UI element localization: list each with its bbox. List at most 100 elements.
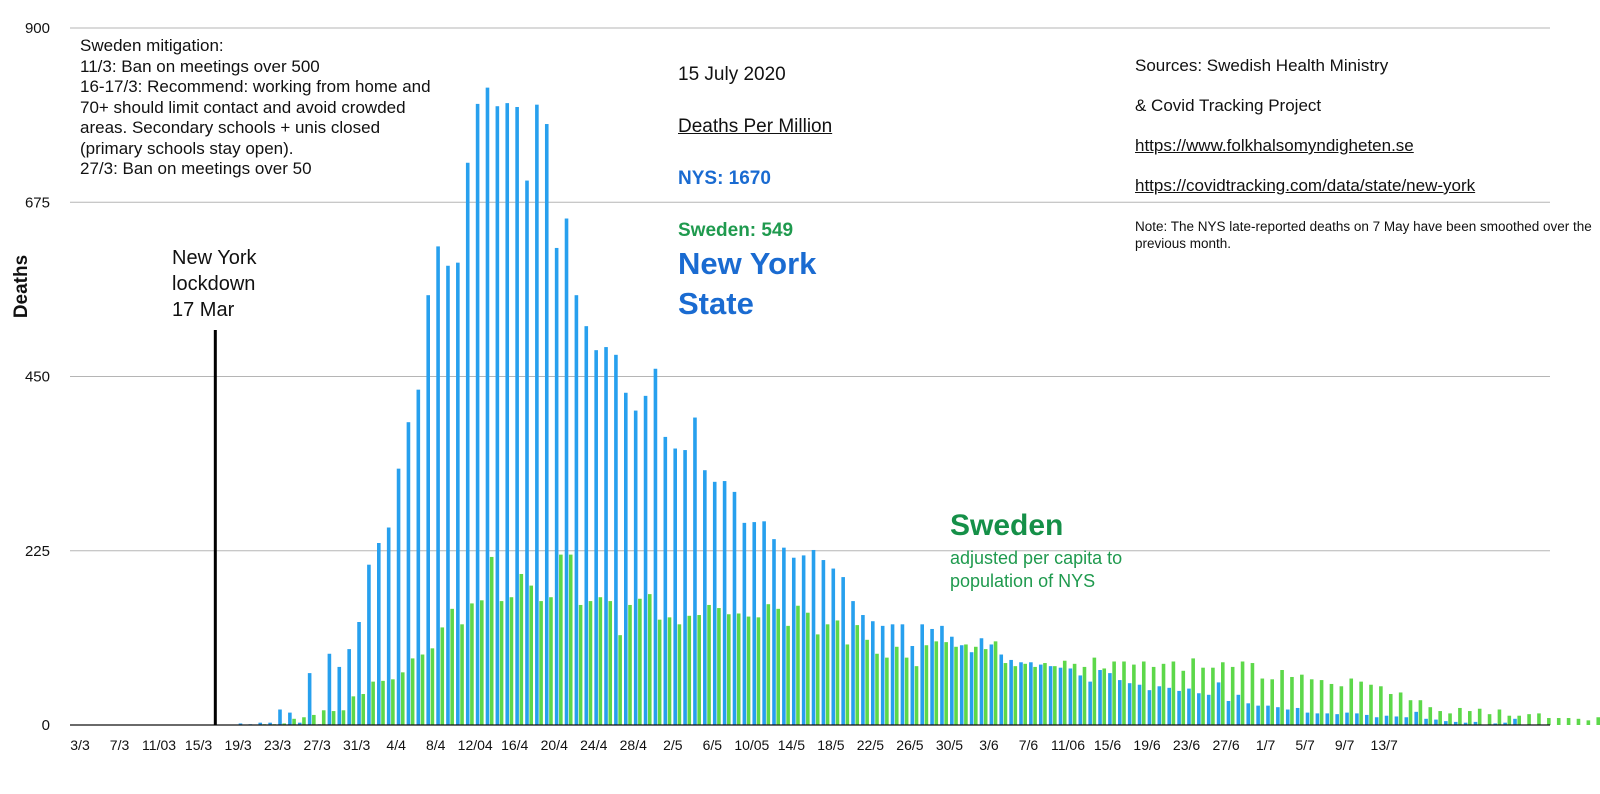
bar-nys <box>1197 693 1201 725</box>
bar-sweden <box>1181 670 1186 725</box>
bar-nys <box>683 450 687 725</box>
bar-sweden <box>1062 660 1067 725</box>
bar-sweden <box>974 646 978 725</box>
bar-sweden <box>993 641 998 725</box>
bar-sweden <box>1141 661 1146 725</box>
bar-nys <box>1216 682 1221 725</box>
bar-nys <box>1108 673 1112 725</box>
bar-sweden <box>539 601 543 725</box>
bar-sweden <box>292 718 296 725</box>
bar-nys <box>693 417 697 725</box>
bar-sweden <box>331 711 336 725</box>
bar-sweden <box>1547 718 1551 725</box>
bar-nys <box>1048 666 1053 725</box>
bar-nys <box>1058 667 1063 725</box>
bar-nys <box>1325 713 1330 725</box>
bar-nys <box>1187 688 1191 725</box>
x-tick-label: 31/3 <box>343 737 370 753</box>
bar-sweden <box>855 625 860 725</box>
bar-sweden <box>865 639 869 725</box>
bar-sweden <box>815 634 820 725</box>
bar-sweden <box>964 644 968 725</box>
x-tick-label: 15/3 <box>185 737 212 753</box>
bar-nys <box>703 470 707 725</box>
bar-nys <box>386 527 391 725</box>
x-tick-label: 19/3 <box>224 737 251 753</box>
source-link-covidtracking[interactable]: https://covidtracking.com/data/state/new… <box>1135 176 1476 195</box>
bar-sweden <box>302 717 306 725</box>
bar-sweden <box>1468 711 1472 725</box>
bar-sweden <box>894 646 899 725</box>
x-tick-label: 9/7 <box>1335 737 1355 753</box>
bar-sweden <box>450 608 454 725</box>
x-tick-label: 27/6 <box>1212 737 1239 753</box>
bar-nys <box>1177 690 1181 725</box>
x-tick-label: 3/3 <box>70 737 90 753</box>
bar-sweden <box>1458 707 1462 725</box>
bar-sweden <box>1270 679 1274 725</box>
bar-sweden <box>1023 663 1027 725</box>
bar-sweden <box>1053 666 1057 725</box>
bar-sweden <box>657 619 662 725</box>
bar-nys <box>327 653 332 725</box>
bar-sweden <box>638 598 642 725</box>
bar-nys <box>525 180 529 725</box>
bar-sweden <box>1191 658 1195 725</box>
bar-nys <box>752 522 757 725</box>
bar-sweden <box>736 613 741 725</box>
bar-sweden <box>1398 692 1403 725</box>
bar-nys <box>436 246 440 726</box>
x-tick-label: 14/5 <box>778 737 805 753</box>
bar-sweden <box>1369 684 1373 725</box>
bar-nys <box>772 539 776 725</box>
bar-sweden <box>440 627 445 725</box>
source-link-folkhalsomyndigheten[interactable]: https://www.folkhalsomyndigheten.se <box>1135 136 1414 155</box>
bar-sweden <box>875 653 879 725</box>
bar-nys <box>1444 721 1448 725</box>
bar-sweden <box>1250 663 1255 725</box>
bar-nys <box>307 673 312 725</box>
bar-nys <box>1068 668 1073 725</box>
bar-nys <box>1127 683 1132 725</box>
bar-sweden <box>1537 713 1541 725</box>
x-tick-label: 22/5 <box>857 737 884 753</box>
bar-sweden <box>519 573 524 725</box>
bar-sweden <box>1151 666 1156 725</box>
x-tick-label: 1/7 <box>1256 737 1276 753</box>
bar-nys <box>1335 714 1339 725</box>
bar-nys <box>1157 686 1162 725</box>
bar-sweden <box>885 657 889 725</box>
bar-nys <box>1394 716 1399 725</box>
bar-nys <box>861 615 865 725</box>
bar-sweden <box>1596 717 1600 725</box>
sweden-mitigation-note: Sweden mitigation: 11/3: Ban on meetings… <box>80 36 431 178</box>
bar-nys <box>1295 707 1300 725</box>
bar-sweden <box>371 681 375 725</box>
bar-sweden <box>954 646 958 725</box>
bar-nys <box>1305 712 1310 725</box>
bar-nys <box>1206 694 1211 725</box>
bar-sweden <box>381 680 385 725</box>
bar-nys <box>811 549 816 725</box>
bar-sweden <box>687 615 692 725</box>
bar-sweden <box>1171 661 1176 725</box>
bar-sweden <box>1230 666 1235 725</box>
bar-nys <box>1147 690 1152 725</box>
bar-sweden <box>578 604 583 725</box>
bar-nys <box>871 621 875 725</box>
bar-sweden <box>598 597 603 725</box>
bar-sweden <box>983 649 988 725</box>
x-tick-label: 6/5 <box>703 737 723 753</box>
bar-nys <box>712 481 717 725</box>
bar-nys <box>1503 722 1507 725</box>
bar-sweden <box>1122 661 1126 725</box>
bar-sweden <box>312 714 316 725</box>
bar-nys <box>841 577 845 725</box>
sweden-series-sublabel: adjusted per capita to population of NYS <box>950 548 1123 591</box>
bar-sweden <box>499 601 504 725</box>
x-tick-label: 5/7 <box>1295 737 1315 753</box>
bar-nys <box>456 262 460 725</box>
y-axis-title: Deaths <box>11 255 32 318</box>
bar-nys <box>890 624 895 725</box>
